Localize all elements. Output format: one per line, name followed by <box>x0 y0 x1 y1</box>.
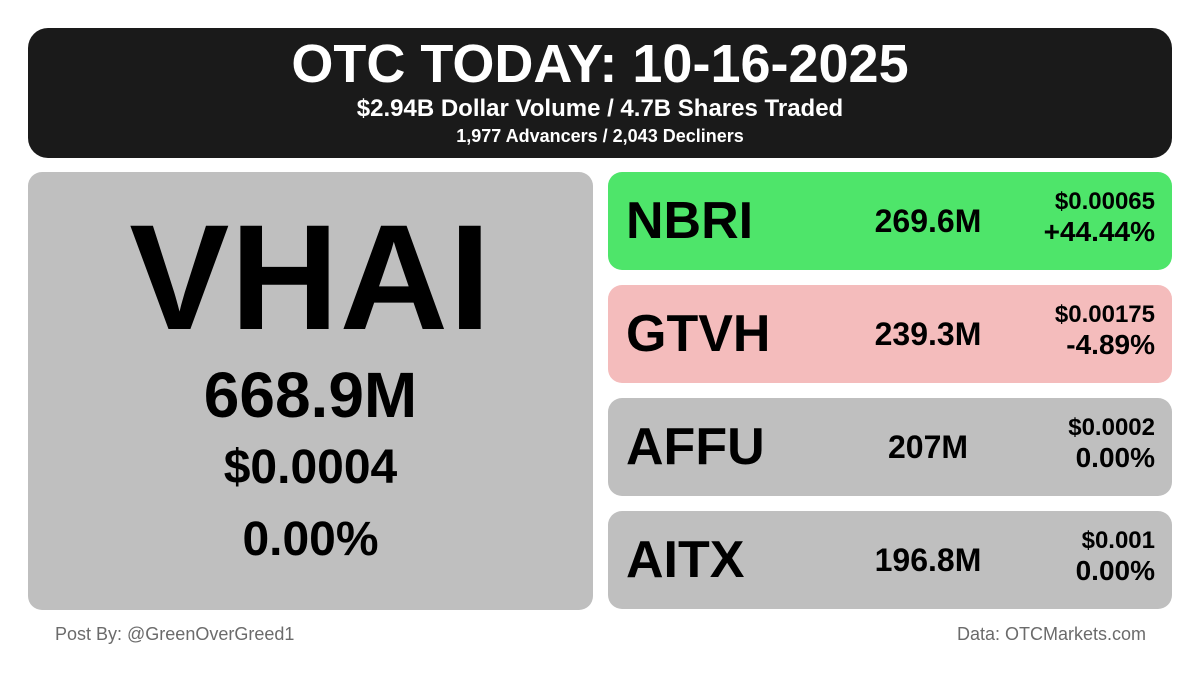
volume-summary: $2.94B Dollar Volume / 4.7B Shares Trade… <box>356 95 844 122</box>
row-price: $0.001 <box>1081 527 1155 554</box>
row-price: $0.0002 <box>1068 414 1155 441</box>
row-change: +44.44% <box>1043 216 1155 247</box>
featured-change: 0.00% <box>242 513 379 566</box>
post-by-credit: Post By: @GreenOverGreed1 <box>55 624 295 644</box>
featured-stock-panel: VHAI 668.9M $0.0004 0.00% <box>28 172 593 610</box>
row-ticker: GTVH <box>626 305 771 363</box>
row-price-block: $0.00175 -4.89% <box>1055 301 1155 361</box>
row-volume: 269.6M <box>874 203 982 239</box>
featured-ticker: VHAI <box>129 193 492 361</box>
stock-row-aitx: AITX 196.8M $0.001 0.00% <box>608 511 1172 609</box>
row-volume: 196.8M <box>874 542 982 578</box>
row-volume: 207M <box>887 429 969 465</box>
row-ticker: AFFU <box>626 418 765 476</box>
row-change: 0.00% <box>1075 555 1155 586</box>
featured-volume: 668.9M <box>203 359 418 431</box>
row-price-block: $0.00065 +44.44% <box>1044 188 1155 248</box>
page-title: OTC TODAY: 10-16-2025 <box>291 34 909 94</box>
row-change: -4.89% <box>1066 329 1155 360</box>
featured-price: $0.0004 <box>223 441 398 494</box>
row-change: 0.00% <box>1075 442 1155 473</box>
row-ticker: NBRI <box>626 192 754 250</box>
row-volume: 239.3M <box>874 316 982 352</box>
row-price: $0.00065 <box>1054 188 1155 215</box>
row-price-block: $0.001 0.00% <box>1076 527 1155 587</box>
data-source-credit: Data: OTCMarkets.com <box>956 624 1146 644</box>
row-price: $0.00175 <box>1054 301 1155 328</box>
row-ticker: AITX <box>626 531 745 589</box>
stock-row-gtvh: GTVH 239.3M $0.00175 -4.89% <box>608 285 1172 383</box>
header-banner: OTC TODAY: 10-16-2025 $2.94B Dollar Volu… <box>28 28 1172 158</box>
breadth-summary: 1,977 Advancers / 2,043 Decliners <box>456 126 744 146</box>
stock-row-nbri: NBRI 269.6M $0.00065 +44.44% <box>608 172 1172 270</box>
stock-row-affu: AFFU 207M $0.0002 0.00% <box>608 398 1172 496</box>
row-price-block: $0.0002 0.00% <box>1068 414 1155 474</box>
